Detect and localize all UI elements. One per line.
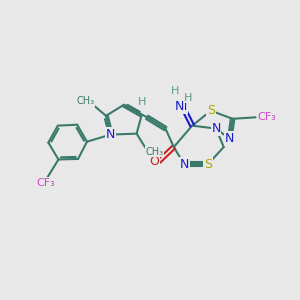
Text: CF₃: CF₃ — [37, 178, 55, 188]
Text: H: H — [171, 85, 179, 96]
Text: H: H — [184, 93, 192, 103]
Text: O: O — [149, 155, 159, 168]
Text: N: N — [211, 122, 221, 135]
Text: N: N — [175, 100, 184, 113]
Text: N: N — [179, 158, 189, 171]
Text: N: N — [178, 100, 188, 113]
Text: CH₃: CH₃ — [76, 96, 94, 106]
Text: S: S — [204, 158, 212, 171]
Text: N: N — [106, 128, 116, 141]
Text: CH₃: CH₃ — [146, 147, 164, 157]
Text: S: S — [207, 104, 215, 117]
Text: H: H — [137, 97, 146, 107]
Text: N: N — [225, 132, 234, 145]
Text: CF₃: CF₃ — [257, 112, 276, 122]
